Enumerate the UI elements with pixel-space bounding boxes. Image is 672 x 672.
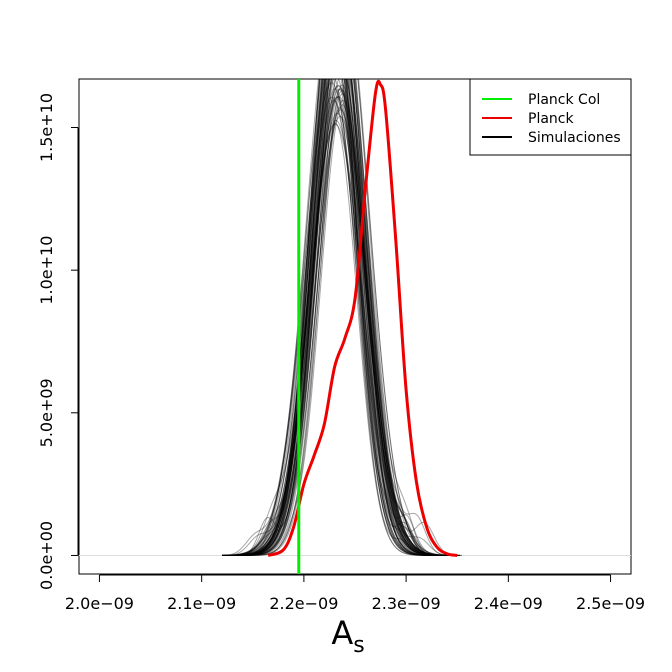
simulation-curve — [225, 79, 457, 556]
simulation-curve — [222, 79, 462, 556]
simulation-curve — [234, 79, 452, 556]
simulation-curve — [234, 88, 448, 556]
y-tick-label: 1.0e+10 — [37, 236, 56, 305]
simulation-curve — [222, 79, 455, 556]
simulation-curve — [229, 79, 437, 556]
simulation-curve — [243, 79, 441, 556]
x-tick-label: 2.3e−09 — [372, 594, 441, 613]
simulation-curve — [222, 79, 450, 556]
simulation-curve — [229, 79, 439, 556]
x-tick-label: 2.2e−09 — [269, 594, 338, 613]
plot-frame — [78, 78, 632, 575]
legend-label: Simulaciones — [528, 130, 621, 146]
simulation-curve — [222, 79, 455, 556]
simulation-curve — [239, 87, 430, 556]
simulation-curve — [247, 104, 439, 556]
x-tick-label: 2.5e−09 — [576, 594, 645, 613]
simulation-curve — [231, 96, 444, 556]
simulation-curve — [222, 119, 453, 556]
simulation-curve — [227, 79, 446, 556]
x-axis-label: As — [331, 614, 364, 658]
simulation-curve — [222, 79, 455, 556]
simulation-curve — [222, 79, 459, 556]
simulation-curve — [223, 85, 453, 556]
simulation-curve — [241, 93, 443, 556]
legend: Planck Col Planck Simulaciones — [469, 78, 632, 156]
simulation-curve — [225, 79, 450, 556]
simulation-curve — [222, 79, 455, 556]
y-tick-label: 5.0e+09 — [37, 378, 56, 447]
simulation-curve — [222, 79, 461, 556]
simulation-curve — [222, 79, 450, 556]
simulation-curve — [222, 89, 459, 556]
x-axis-label-main: A — [331, 614, 353, 652]
simulation-curve — [222, 112, 461, 556]
x-axis: 2.0e−09 2.1e−09 2.2e−09 2.3e−09 2.4e−09 2.5e−… — [65, 574, 645, 613]
simulation-curve — [232, 79, 437, 556]
simulation-curve — [238, 79, 434, 556]
y-tick-label: 1.5e+10 — [37, 93, 56, 162]
simulation-curve — [231, 79, 453, 556]
simulation-curve — [227, 79, 437, 556]
simulation-curve — [222, 79, 455, 556]
legend-label: Planck Col — [528, 92, 600, 108]
legend-label: Planck — [528, 111, 574, 127]
x-tick-label: 2.1e−09 — [167, 594, 236, 613]
simulation-curve — [222, 79, 459, 556]
simulation-curve — [229, 79, 441, 556]
simulation-curve — [232, 79, 430, 556]
x-tick-label: 2.0e−09 — [65, 594, 134, 613]
simulation-curve — [229, 79, 450, 556]
simulation-curve — [232, 100, 453, 556]
simulation-curve — [231, 95, 444, 556]
simulation-curve — [222, 79, 457, 556]
simulation-curve — [229, 79, 435, 556]
x-axis-label-subscript: s — [353, 633, 364, 658]
simulation-curve — [222, 84, 459, 556]
simulation-curve — [222, 96, 453, 556]
simulation-curve — [232, 79, 437, 556]
simulation-curve — [225, 115, 455, 556]
simulation-curve — [231, 79, 435, 556]
simulation-curve — [222, 123, 457, 556]
simulaciones-curves — [222, 79, 462, 556]
simulation-curve — [239, 79, 439, 556]
simulation-curve — [223, 79, 457, 556]
simulation-curve — [239, 122, 430, 556]
simulation-curve — [222, 79, 462, 556]
simulation-curve — [236, 79, 446, 556]
simulation-curve — [236, 79, 432, 556]
simulation-curve — [227, 79, 450, 556]
simulation-curve — [232, 79, 448, 556]
simulation-curve — [236, 89, 450, 556]
plot-area — [79, 79, 631, 574]
simulation-curve — [227, 79, 452, 556]
simulation-curve — [227, 79, 457, 556]
simulation-curve — [222, 81, 453, 556]
simulation-curve — [245, 84, 439, 556]
simulation-curve — [227, 79, 455, 556]
simulation-curve — [225, 99, 443, 556]
simulation-curve — [223, 79, 457, 556]
simulation-curve — [232, 79, 436, 556]
x-tick-label: 2.4e−09 — [474, 594, 543, 613]
simulation-curve — [231, 79, 450, 556]
simulation-curve — [222, 79, 461, 556]
simulation-curve — [229, 79, 452, 556]
simulation-curve — [231, 79, 441, 556]
y-axis: 0.0e+00 5.0e+09 1.0e+10 1.5e+10 — [37, 93, 79, 590]
simulation-curve — [240, 106, 441, 556]
y-tick-label: 0.0e+00 — [37, 521, 56, 590]
planck-curve — [267, 79, 458, 557]
simulation-curve — [229, 109, 453, 556]
simulation-curve — [236, 79, 450, 556]
simulation-curve — [234, 79, 448, 556]
simulation-curve — [222, 96, 461, 556]
